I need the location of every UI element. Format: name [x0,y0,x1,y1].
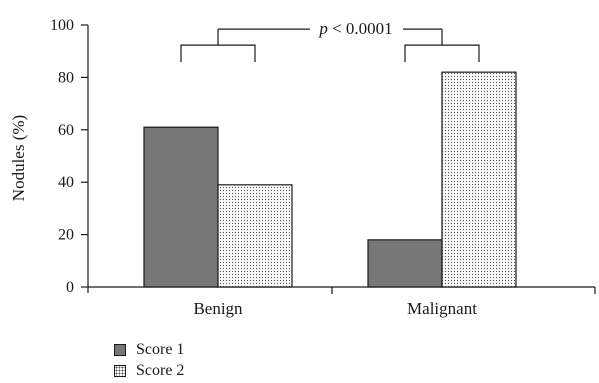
y-tick-label: 80 [58,69,74,86]
p-value-label: p < 0.0001 [318,19,392,38]
group-bracket [180,44,256,63]
legend: Score 1 Score 2 [114,339,184,381]
significance-brackets: p < 0.0001 [180,19,480,63]
legend-label-score-2: Score 2 [136,361,185,379]
x-tick-label: Benign [193,299,243,318]
legend-label-score-1: Score 1 [136,340,185,358]
y-tick-label: 20 [58,227,74,244]
y-axis: 0 20 40 60 80 100 [50,17,89,296]
y-tick-label: 40 [58,174,74,191]
y-tick-label: 0 [66,279,74,296]
x-axis: Benign Malignant [88,286,596,318]
y-axis-label: Nodules (%) [9,115,28,201]
y-tick-label: 60 [58,122,74,139]
x-tick-label: Malignant [407,299,477,318]
y-tick-label: 100 [50,17,74,34]
group-bracket [404,44,480,63]
legend-swatch-score-1 [114,343,126,356]
bar [367,239,443,288]
legend-item-score-1: Score 1 [114,339,184,360]
legend-item-score-2: Score 2 [114,360,184,381]
bar [441,71,517,288]
bar [217,184,293,288]
bars [143,71,517,288]
bar [143,126,219,288]
legend-swatch-score-2 [114,364,126,377]
